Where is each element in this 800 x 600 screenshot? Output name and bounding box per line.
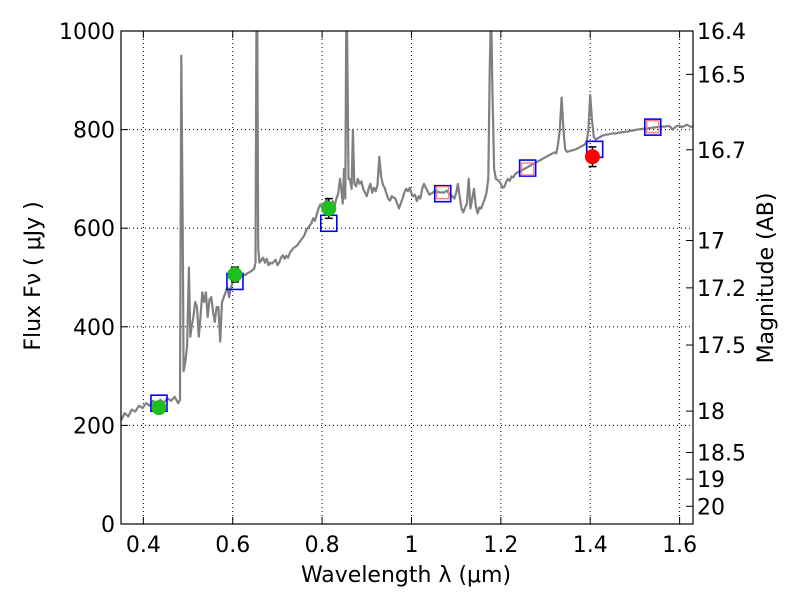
x-tick-label: 0.4 — [126, 533, 161, 558]
y-tick-label: 600 — [73, 217, 115, 242]
tick-marks — [121, 30, 693, 525]
x-tick-label: 0.6 — [215, 533, 250, 558]
right-tick-label: 17.2 — [697, 277, 746, 302]
right-axis-title: Magnitude (AB) — [754, 193, 779, 364]
spectrum-line — [121, 31, 693, 421]
observed-point-green — [227, 267, 243, 283]
x-axis-title: Wavelength λ (μm) — [301, 563, 511, 588]
markers-layer — [150, 118, 662, 416]
y-tick-label: 200 — [73, 414, 115, 439]
model-square-red — [436, 186, 450, 200]
model-square-red — [520, 162, 535, 176]
x-tick-labels: 0.4 0.6 0.8 1 1.2 1.4 1.6 — [126, 533, 697, 558]
x-tick-label: 1.4 — [573, 533, 608, 558]
model-square-red — [646, 119, 660, 134]
model-square-blue — [518, 159, 537, 177]
right-tick-label: 16.5 — [697, 63, 746, 88]
right-tick-label: 17.5 — [697, 334, 746, 359]
x-tick-label: 1 — [404, 533, 418, 558]
right-tick-label: 16.4 — [697, 20, 746, 45]
spectrum-layer — [121, 31, 693, 421]
model-square-blue — [643, 118, 662, 136]
right-tick-label: 19 — [697, 468, 725, 493]
x-tick-label: 1.6 — [662, 533, 697, 558]
plot-frame — [120, 30, 694, 525]
right-tick-label: 17 — [697, 230, 725, 255]
y-tick-label: 800 — [73, 119, 115, 144]
y-axis-title: Flux Fν ( μJy ) — [21, 201, 46, 350]
right-tick-label: 18.5 — [697, 442, 746, 467]
x-tick-label: 0.8 — [305, 533, 340, 558]
observed-point-green — [151, 400, 167, 416]
model-square-blue — [433, 184, 452, 203]
x-tick-label: 1.2 — [483, 533, 518, 558]
right-tick-label: 16.7 — [697, 139, 746, 164]
grid-lines — [121, 30, 693, 525]
y-tick-labels: 0 200 400 600 800 1000 — [59, 20, 115, 538]
y-tick-label: 0 — [101, 513, 115, 538]
y-tick-label: 1000 — [59, 20, 115, 45]
right-tick-label: 18 — [697, 400, 725, 425]
right-tick-label: 20 — [697, 495, 725, 520]
observed-point-red — [584, 149, 600, 165]
observed-point-green — [321, 200, 337, 216]
y-tick-label: 400 — [73, 316, 115, 341]
